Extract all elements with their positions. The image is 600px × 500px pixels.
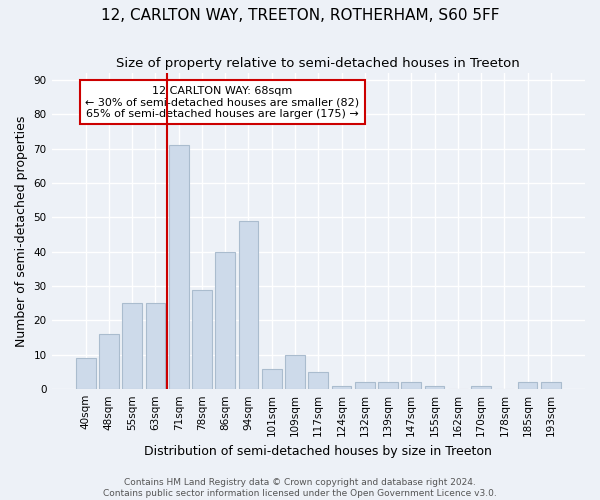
- Bar: [99, 334, 119, 389]
- Bar: [262, 368, 281, 389]
- Text: Contains HM Land Registry data © Crown copyright and database right 2024.
Contai: Contains HM Land Registry data © Crown c…: [103, 478, 497, 498]
- Text: 12 CARLTON WAY: 68sqm
← 30% of semi-detached houses are smaller (82)
65% of semi: 12 CARLTON WAY: 68sqm ← 30% of semi-deta…: [85, 86, 359, 119]
- Bar: [425, 386, 445, 389]
- Bar: [169, 145, 188, 389]
- Bar: [332, 386, 352, 389]
- Bar: [192, 290, 212, 389]
- Y-axis label: Number of semi-detached properties: Number of semi-detached properties: [15, 116, 28, 347]
- Bar: [285, 355, 305, 389]
- Bar: [146, 304, 166, 389]
- Text: 12, CARLTON WAY, TREETON, ROTHERHAM, S60 5FF: 12, CARLTON WAY, TREETON, ROTHERHAM, S60…: [101, 8, 499, 22]
- Bar: [308, 372, 328, 389]
- Bar: [122, 304, 142, 389]
- Title: Size of property relative to semi-detached houses in Treeton: Size of property relative to semi-detach…: [116, 58, 520, 70]
- Bar: [518, 382, 538, 389]
- Bar: [355, 382, 374, 389]
- Bar: [239, 221, 259, 389]
- Bar: [215, 252, 235, 389]
- Bar: [471, 386, 491, 389]
- Bar: [76, 358, 95, 389]
- Bar: [541, 382, 561, 389]
- Bar: [401, 382, 421, 389]
- Bar: [378, 382, 398, 389]
- X-axis label: Distribution of semi-detached houses by size in Treeton: Distribution of semi-detached houses by …: [145, 444, 492, 458]
